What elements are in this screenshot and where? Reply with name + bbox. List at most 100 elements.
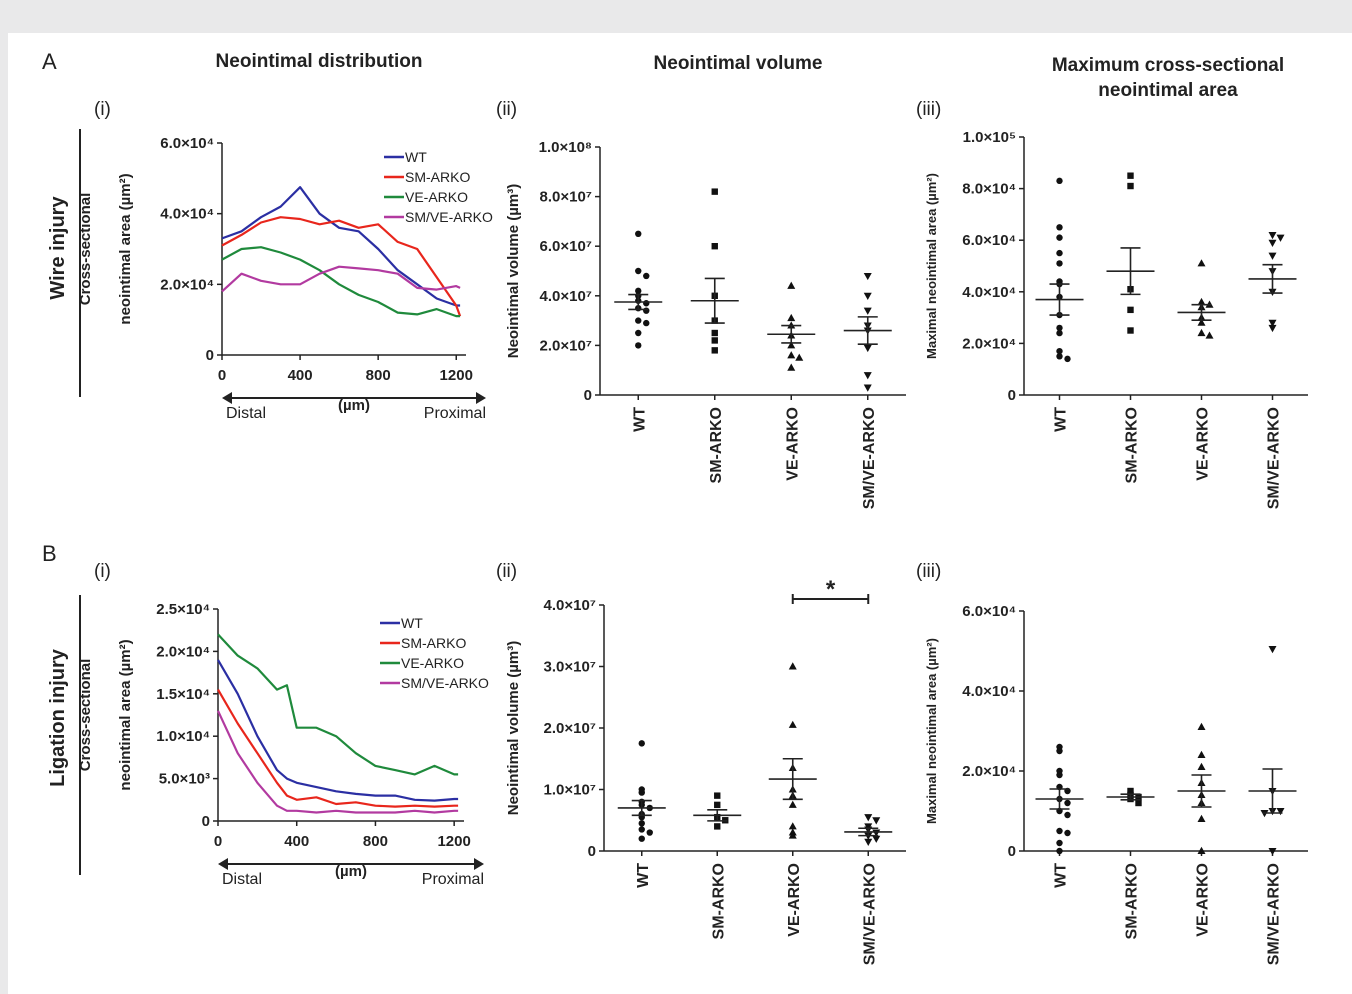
- data-point: [714, 801, 721, 809]
- y-tick-label: 1.5×10⁴: [156, 686, 210, 703]
- data-point: [863, 372, 872, 380]
- arrow-head-left: [218, 858, 228, 870]
- sub-label-biii: (iii): [916, 561, 941, 582]
- data-point: [795, 353, 804, 361]
- row-b-label: Ligation injury: [47, 648, 69, 787]
- data-point: [1276, 808, 1285, 816]
- y-tick-label: 1.0×10⁷: [544, 782, 597, 799]
- y-tick-label: 0: [206, 347, 214, 364]
- x-tick-label: 800: [363, 833, 388, 850]
- data-point: [864, 838, 873, 846]
- y-axis-label-line1: Cross-sectional: [77, 193, 94, 306]
- data-point: [863, 292, 872, 300]
- y-tick-label: 6.0×10⁷: [540, 238, 593, 255]
- data-point: [638, 740, 645, 747]
- data-point: [1056, 177, 1063, 185]
- category-label: SM/VE-ARKO: [861, 863, 878, 965]
- series-line-smarko: [221, 216, 462, 317]
- data-point: [638, 826, 645, 833]
- y-axis-label-line2: neointimal area (µm²): [117, 639, 134, 790]
- col3-title-line1: Maximum cross-sectional: [1052, 55, 1284, 76]
- data-point: [1268, 239, 1277, 247]
- category-label: SM-ARKO: [1124, 863, 1141, 939]
- figure-svg: A B Neointimal distribution Neointimal v…: [42, 49, 1308, 965]
- category-label: SM-ARKO: [708, 407, 725, 483]
- data-point: [1064, 355, 1071, 363]
- data-point: [711, 329, 718, 337]
- data-point: [711, 337, 718, 344]
- data-point: [1056, 249, 1063, 257]
- legend-label: SM/VE-ARKO: [401, 675, 489, 691]
- data-point: [864, 814, 873, 822]
- data-point: [1197, 328, 1206, 337]
- charts-group: 0 2.0×10⁴ 4.0×10⁴ 6.0×10⁴ 0 400 800 1200 Cross-s…: [77, 129, 1308, 965]
- legend-label: VE-ARKO: [405, 189, 468, 205]
- x-tick-label: 800: [366, 367, 391, 384]
- data-point: [638, 835, 645, 842]
- y-tick-label: 2.0×10⁴: [962, 763, 1016, 780]
- chart-Aiii: 0 2.0×10⁴ 4.0×10⁴ 6.0×10⁴ 8.0×10⁴ 1.0×10⁵ Maxi…: [924, 129, 1308, 509]
- data-point: [635, 329, 642, 337]
- category-label: SM-ARKO: [1124, 407, 1141, 483]
- category-label: WT: [1053, 863, 1070, 888]
- data-point: [711, 347, 718, 354]
- series-line-smvearko: [217, 710, 459, 814]
- legend-label: VE-ARKO: [401, 655, 464, 671]
- data-point: [1197, 259, 1206, 267]
- y-tick-label: 2.0×10⁴: [962, 335, 1016, 352]
- col2-title: Neointimal volume: [654, 53, 823, 74]
- data-point: [1056, 324, 1063, 332]
- category-label: WT: [635, 863, 652, 888]
- x-tick-label: 1200: [440, 367, 473, 384]
- y-axis-label-line2: neointimal area (µm²): [117, 173, 134, 324]
- data-point: [1056, 260, 1063, 267]
- data-point: [635, 267, 642, 275]
- category-label: SM/VE-ARKO: [1266, 863, 1283, 965]
- data-point: [638, 789, 645, 796]
- data-point: [787, 313, 796, 322]
- y-tick-label: 4.0×10⁴: [160, 206, 214, 223]
- data-point: [638, 820, 645, 827]
- y-tick-label: 2.0×10⁴: [156, 643, 210, 660]
- proximal-label: Proximal: [424, 405, 486, 422]
- category-label: SM/VE-ARKO: [861, 407, 878, 509]
- col3-title-line2: neointimal area: [1098, 80, 1238, 101]
- y-tick-label: 1.0×10⁴: [156, 728, 210, 745]
- data-point: [643, 272, 650, 280]
- legend-label: WT: [401, 615, 423, 631]
- series-line-vearko: [221, 246, 461, 318]
- data-point: [863, 344, 872, 353]
- data-point: [872, 835, 881, 843]
- legend-label: SM/VE-ARKO: [405, 209, 493, 225]
- data-point: [643, 300, 650, 307]
- data-point: [1056, 224, 1063, 231]
- sub-label-bi: (i): [94, 561, 111, 582]
- data-point: [1056, 353, 1063, 360]
- data-point: [1127, 787, 1134, 795]
- legend-label: SM-ARKO: [405, 169, 470, 185]
- data-point: [1197, 750, 1206, 758]
- x-tick-label: 1200: [437, 833, 470, 850]
- data-point: [1056, 329, 1063, 337]
- chart-Bi: 0 5.0×10³ 1.0×10⁴ 1.5×10⁴ 2.0×10⁴ 2.5×10⁴ 0 400…: [77, 601, 489, 888]
- proximal-label: Proximal: [422, 871, 484, 888]
- data-point: [787, 341, 796, 349]
- data-point: [788, 822, 797, 830]
- data-point: [788, 720, 797, 728]
- y-axis-label: Neointimal volume (µm³): [505, 641, 522, 816]
- data-point: [1268, 252, 1277, 260]
- panel-a-label: A: [42, 49, 57, 74]
- data-point: [788, 662, 797, 670]
- data-point: [787, 351, 796, 359]
- y-tick-label: 0: [202, 813, 210, 830]
- col1-title: Neointimal distribution: [216, 51, 423, 72]
- chart-Biii: 0 2.0×10⁴ 4.0×10⁴ 6.0×10⁴ Maximal neointimal…: [924, 603, 1308, 965]
- data-point: [863, 272, 872, 281]
- category-label: SM/VE-ARKO: [1266, 407, 1283, 509]
- arrow-head-right: [476, 392, 486, 404]
- y-tick-label: 2.0×10⁷: [544, 720, 597, 737]
- significance-star: *: [826, 576, 836, 603]
- data-point: [714, 792, 721, 799]
- x-tick-label: 0: [214, 833, 222, 850]
- category-label: VE-ARKO: [1195, 863, 1212, 937]
